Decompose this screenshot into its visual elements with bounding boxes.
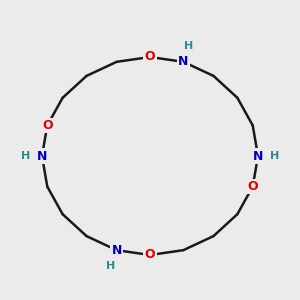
Text: H: H (184, 41, 194, 51)
Text: H: H (270, 151, 279, 161)
Text: O: O (145, 50, 155, 64)
Text: N: N (37, 149, 47, 163)
Text: O: O (248, 180, 258, 193)
Text: N: N (253, 149, 263, 163)
Text: O: O (145, 248, 155, 262)
Text: H: H (21, 151, 30, 161)
Text: O: O (42, 119, 52, 132)
Text: N: N (178, 55, 189, 68)
Text: N: N (111, 244, 122, 257)
Text: H: H (106, 261, 116, 271)
